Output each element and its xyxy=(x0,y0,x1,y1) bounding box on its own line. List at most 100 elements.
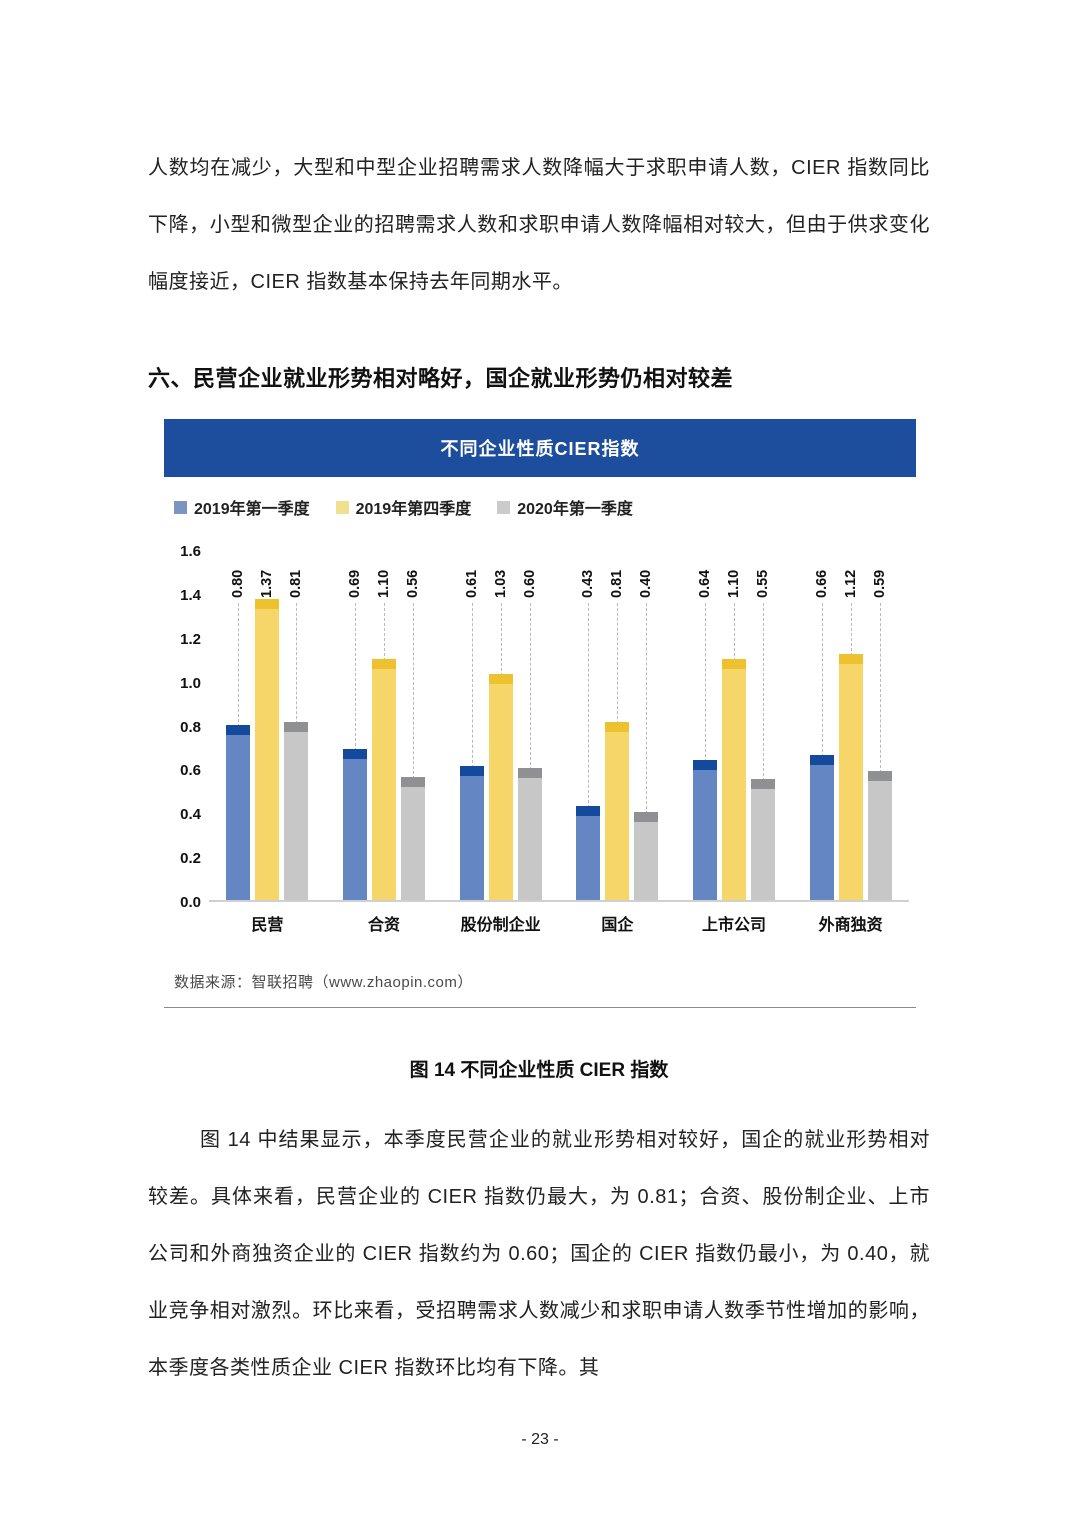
y-axis-tick: 0.0 xyxy=(180,894,201,911)
bar-2020年第一季度-合资 xyxy=(401,777,425,900)
bar-cap xyxy=(255,599,280,610)
bar-value-label: 0.64 xyxy=(697,569,713,598)
value-leader-line xyxy=(763,603,764,782)
bar-cap xyxy=(751,779,775,790)
x-axis-label-外商独资: 外商独资 xyxy=(818,917,883,934)
bar-cap xyxy=(605,722,630,733)
bar-value-label: 0.59 xyxy=(871,569,888,598)
bar-2019年第四季度-外商独资 xyxy=(838,654,863,900)
bar-value-label: 1.10 xyxy=(726,569,742,598)
chart-title: 不同企业性质CIER指数 xyxy=(440,439,640,459)
value-leader-line xyxy=(646,603,648,815)
value-leader-line xyxy=(821,603,823,758)
bar-cap xyxy=(722,658,746,669)
bar-cap xyxy=(809,755,834,766)
bar-2019年第一季度-民营 xyxy=(226,724,251,900)
bar-2019年第四季度-合资 xyxy=(372,658,396,900)
bar-cap xyxy=(372,658,396,669)
section-heading: 六、民营企业就业形势相对略好，国企就业形势仍相对较差 xyxy=(148,366,734,391)
bar-2020年第一季度-上市公司 xyxy=(751,779,775,900)
bar-value-label: 0.60 xyxy=(521,569,538,598)
page-number: - 23 - xyxy=(521,1431,559,1448)
value-leader-line xyxy=(500,603,502,677)
bar-2020年第一季度-外商独资 xyxy=(867,770,892,900)
value-leader-line xyxy=(850,603,852,657)
y-axis-tick: 0.8 xyxy=(180,718,201,736)
bar-cap xyxy=(517,768,542,779)
bar-cap xyxy=(226,724,251,735)
legend-item-2020q1: 2020年第一季度 xyxy=(497,495,633,519)
figure-bottom-divider xyxy=(164,1007,916,1008)
bar-value-label: 1.10 xyxy=(376,569,392,598)
value-leader-line xyxy=(296,603,298,725)
y-axis-tick: 1.2 xyxy=(180,630,201,648)
chart-title-banner: 不同企业性质CIER指数 xyxy=(164,419,916,477)
figure-14-block: 不同企业性质CIER指数 2019年第一季度 2019年第四季度 2020年第一… xyxy=(164,419,916,1011)
legend-label-2020q1: 2020年第一季度 xyxy=(517,501,633,518)
bar-2019年第一季度-国企 xyxy=(576,805,601,900)
bar-cap xyxy=(576,805,601,816)
y-axis-tick: 1.6 xyxy=(180,543,201,560)
bar-value-label: 0.55 xyxy=(755,569,771,598)
bar-2019年第一季度-股份制企业 xyxy=(459,766,484,900)
legend-item-2019q1: 2019年第一季度 xyxy=(174,495,310,519)
bar-cap xyxy=(343,748,367,759)
legend-swatch-2019q1 xyxy=(174,500,187,514)
bar-value-label: 0.80 xyxy=(230,569,247,598)
bar-value-label: 0.43 xyxy=(580,569,597,598)
bar-cap xyxy=(459,766,484,777)
bar-value-label: 0.69 xyxy=(347,569,363,598)
bar-value-label: 1.37 xyxy=(259,569,276,598)
bar-value-label: 1.03 xyxy=(492,569,509,598)
bar-value-label: 1.12 xyxy=(842,569,859,598)
value-leader-line xyxy=(384,603,385,661)
y-axis-tick: 1.4 xyxy=(180,586,201,604)
x-axis-label-股份制企业: 股份制企业 xyxy=(460,917,541,934)
bar-value-label: 0.66 xyxy=(813,569,830,598)
bar-2020年第一季度-国企 xyxy=(634,812,659,900)
legend-label-2019q4: 2019年第四季度 xyxy=(355,501,472,518)
bar-2019年第一季度-外商独资 xyxy=(809,755,834,900)
bar-value-label: 0.81 xyxy=(609,569,626,598)
bar-chart-plot-area: 0.0 0.2 0.4 0.6 0.8 1.0 1.2 1.4 1.6 0.80 1.37 0.81 0… xyxy=(180,543,909,911)
bar-cap xyxy=(867,770,892,781)
y-axis-tick: 1.0 xyxy=(180,674,201,692)
value-leader-line xyxy=(413,603,414,780)
bar-value-label: 0.56 xyxy=(405,569,421,598)
bar-2020年第一季度-股份制企业 xyxy=(517,768,542,900)
value-leader-line xyxy=(529,603,531,771)
bar-cap xyxy=(634,812,659,823)
bar-value-label: 0.81 xyxy=(288,569,305,598)
value-leader-line xyxy=(588,603,590,808)
value-leader-line xyxy=(617,603,619,725)
bar-2019年第四季度-上市公司 xyxy=(722,658,746,900)
x-axis-label-民营: 民营 xyxy=(251,917,284,934)
value-leader-line xyxy=(879,603,881,773)
x-axis-label-国企: 国企 xyxy=(601,917,634,934)
x-axis-label-上市公司: 上市公司 xyxy=(701,917,766,934)
legend-swatch-2020q1 xyxy=(497,500,511,514)
chart-legend: 2019年第一季度 2019年第四季度 2020年第一季度 xyxy=(174,495,633,519)
value-leader-line xyxy=(355,603,356,751)
figure-caption: 图 14 不同企业性质 CIER 指数 xyxy=(409,1060,669,1081)
value-leader-line xyxy=(734,603,735,661)
value-leader-line xyxy=(238,603,240,727)
bar-2019年第四季度-股份制企业 xyxy=(488,674,513,900)
legend-label-2019q1: 2019年第一季度 xyxy=(194,501,310,518)
body-paragraph: 图 14 中结果显示，本季度民营企业的就业形势相对较好，国企的就业形势相对较差。… xyxy=(148,1129,930,1379)
bar-2019年第一季度-合资 xyxy=(343,748,367,900)
x-axis-label-合资: 合资 xyxy=(367,917,400,934)
data-source-note: 数据来源：智联招聘（www.zhaopin.com） xyxy=(174,974,473,991)
bar-cap xyxy=(693,759,717,770)
bar-cap xyxy=(838,654,863,665)
bar-cap xyxy=(284,722,309,733)
bar-2019年第四季度-民营 xyxy=(255,599,280,900)
y-axis-tick: 0.6 xyxy=(180,762,201,780)
legend-item-2019q4: 2019年第四季度 xyxy=(335,495,472,519)
y-axis-tick: 0.4 xyxy=(180,806,201,824)
legend-swatch-2019q4 xyxy=(335,500,349,514)
bar-2019年第一季度-上市公司 xyxy=(693,759,717,900)
bar-value-label: 0.61 xyxy=(463,569,480,598)
value-leader-line xyxy=(471,603,473,769)
